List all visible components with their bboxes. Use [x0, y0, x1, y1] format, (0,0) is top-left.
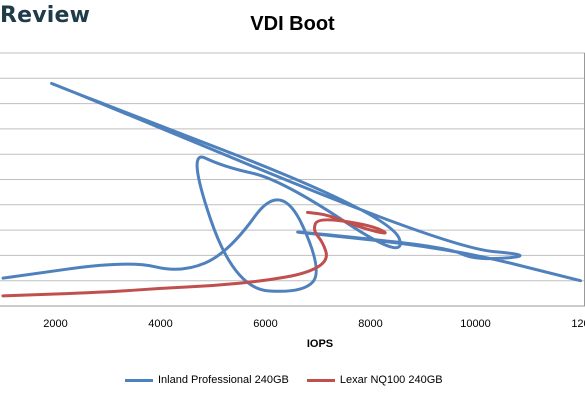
x-axis-label: IOPS: [306, 338, 334, 350]
series-line-inland: [1, 81, 582, 293]
legend-swatch-lexar: [306, 378, 335, 382]
x-tick-label: 10000: [460, 318, 491, 330]
legend-item-inland: Inland Professional 240GB: [125, 374, 289, 386]
brand-logo-text: Review: [0, 3, 91, 28]
legend-swatch-inland: [125, 378, 153, 382]
x-tick-label: 2000: [43, 318, 68, 330]
x-tick-label: 4000: [148, 318, 173, 330]
x-tick-label: 6000: [253, 318, 278, 330]
legend: Inland Professional 240GB Lexar NQ100 24…: [125, 374, 461, 386]
legend-label-lexar: Lexar NQ100 240GB: [339, 374, 443, 386]
x-tick-label: 8000: [358, 318, 383, 330]
chart-title: VDI Boot: [250, 13, 335, 35]
legend-label-inland: Inland Professional 240GB: [158, 374, 289, 386]
x-tick-label: 120: [571, 318, 585, 330]
legend-item-lexar: Lexar NQ100 240GB: [306, 374, 443, 386]
series-line-lexar: [1, 210, 387, 298]
series-lines: [1, 81, 582, 298]
